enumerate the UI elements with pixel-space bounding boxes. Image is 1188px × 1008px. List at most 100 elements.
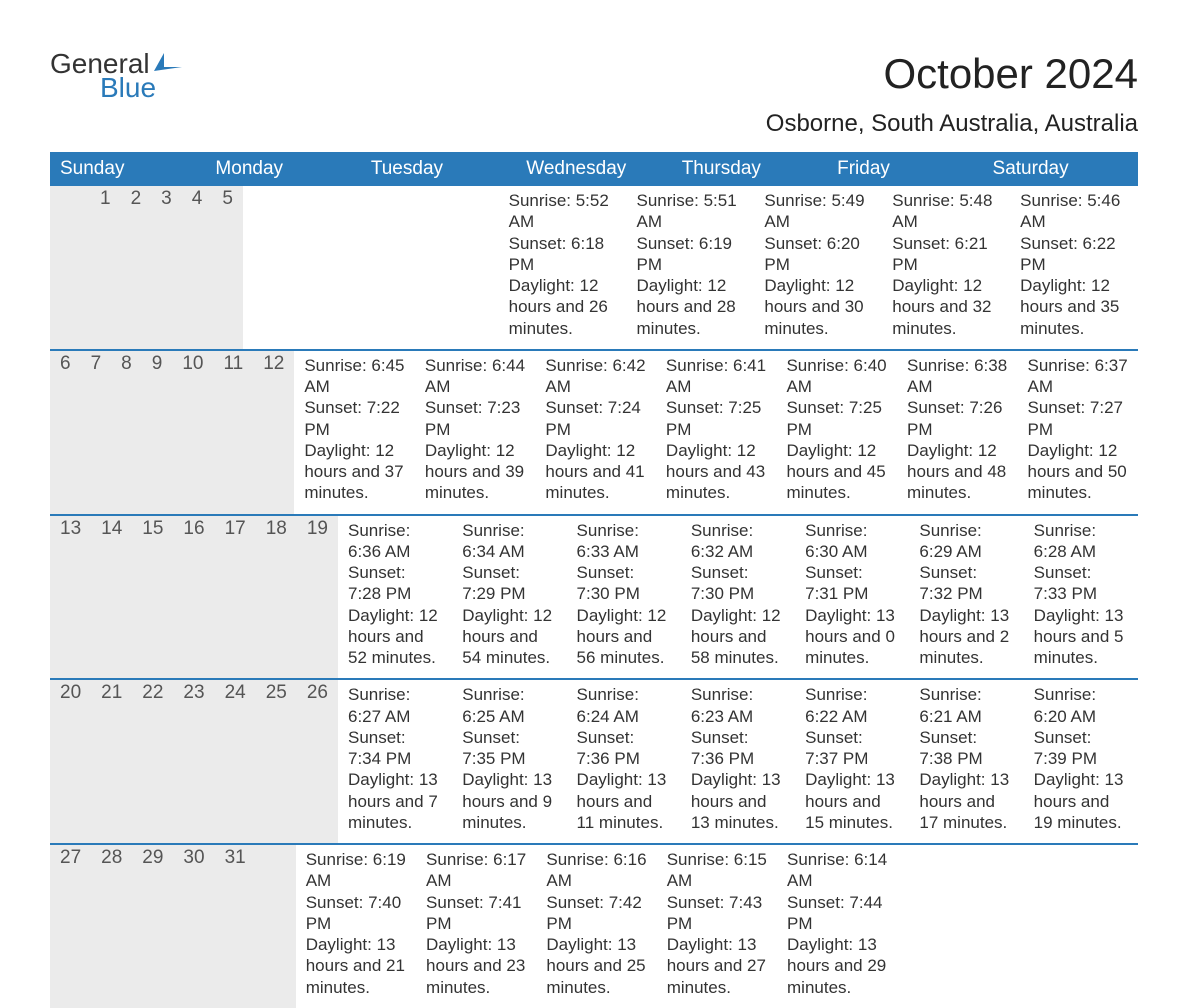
sunset-text: Sunset: 7:27 PM [1028, 397, 1129, 440]
day-cell: Sunrise: 6:24 AMSunset: 7:36 PMDaylight:… [567, 680, 681, 843]
day-number: 12 [253, 351, 294, 514]
sunrise-text: Sunrise: 6:19 AM [306, 849, 406, 892]
day-cell: Sunrise: 6:42 AMSunset: 7:24 PMDaylight:… [535, 351, 656, 514]
day-number: 1 [90, 186, 121, 349]
daylight-text: Daylight: 12 hours and 45 minutes. [786, 440, 887, 504]
header: General Blue October 2024 [50, 50, 1138, 102]
day-cell: Sunrise: 6:28 AMSunset: 7:33 PMDaylight:… [1024, 516, 1138, 679]
sunset-text: Sunset: 7:37 PM [805, 727, 899, 770]
daylight-text: Daylight: 13 hours and 11 minutes. [577, 769, 671, 833]
weekday-header: Saturday [983, 152, 1138, 186]
day-number: 30 [173, 845, 214, 1008]
weeks-container: 12345 Sunrise: 5:52 AMSunset: 6:18 PMDayl… [50, 186, 1138, 1008]
daylight-text: Daylight: 12 hours and 56 minutes. [577, 605, 671, 669]
day-number: 28 [91, 845, 132, 1008]
sunrise-text: Sunrise: 6:42 AM [545, 355, 646, 398]
sunrise-text: Sunrise: 5:48 AM [892, 190, 1000, 233]
day-number: 9 [142, 351, 173, 514]
daylight-text: Daylight: 12 hours and 54 minutes. [462, 605, 556, 669]
day-cell: Sunrise: 5:52 AMSunset: 6:18 PMDaylight:… [499, 186, 627, 349]
sunset-text: Sunset: 7:28 PM [348, 562, 442, 605]
day-number-row: 20212223242526 [50, 680, 338, 843]
day-number: 13 [50, 516, 91, 679]
day-cell: Sunrise: 6:19 AMSunset: 7:40 PMDaylight:… [296, 845, 416, 1008]
sunrise-text: Sunrise: 6:21 AM [919, 684, 1013, 727]
day-cell: Sunrise: 6:45 AMSunset: 7:22 PMDaylight:… [294, 351, 415, 514]
day-number: 18 [256, 516, 297, 679]
daylight-text: Daylight: 13 hours and 9 minutes. [462, 769, 556, 833]
sunset-text: Sunset: 7:35 PM [462, 727, 556, 770]
sunset-text: Sunset: 7:40 PM [306, 892, 406, 935]
day-cell: Sunrise: 6:37 AMSunset: 7:27 PMDaylight:… [1018, 351, 1139, 514]
day-cell: Sunrise: 5:51 AMSunset: 6:19 PMDaylight:… [627, 186, 755, 349]
daylight-text: Daylight: 13 hours and 29 minutes. [787, 934, 887, 998]
sunset-text: Sunset: 7:22 PM [304, 397, 405, 440]
day-number: 24 [215, 680, 256, 843]
day-number [50, 186, 70, 349]
daylight-text: Daylight: 12 hours and 26 minutes. [509, 275, 617, 339]
day-cell: Sunrise: 6:32 AMSunset: 7:30 PMDaylight:… [681, 516, 795, 679]
week-row: 12345 Sunrise: 5:52 AMSunset: 6:18 PMDayl… [50, 186, 1138, 349]
weekday-header: Monday [205, 152, 360, 186]
daylight-text: Daylight: 12 hours and 37 minutes. [304, 440, 405, 504]
sunset-text: Sunset: 7:23 PM [425, 397, 526, 440]
sunrise-text: Sunrise: 5:51 AM [637, 190, 745, 233]
calendar: Sunday Monday Tuesday Wednesday Thursday… [50, 152, 1138, 1008]
week-row: 13141516171819Sunrise: 6:36 AMSunset: 7:… [50, 514, 1138, 679]
daylight-text: Daylight: 13 hours and 17 minutes. [919, 769, 1013, 833]
daylight-text: Daylight: 13 hours and 7 minutes. [348, 769, 442, 833]
day-number: 7 [81, 351, 112, 514]
sunset-text: Sunset: 7:25 PM [786, 397, 887, 440]
sunset-text: Sunset: 7:38 PM [919, 727, 1013, 770]
day-number: 26 [297, 680, 338, 843]
sunset-text: Sunset: 6:19 PM [637, 233, 745, 276]
day-number: 15 [132, 516, 173, 679]
sunrise-text: Sunrise: 6:30 AM [805, 520, 899, 563]
day-cell [1018, 845, 1138, 1008]
day-cell: Sunrise: 6:14 AMSunset: 7:44 PMDaylight:… [777, 845, 897, 1008]
sunrise-text: Sunrise: 6:24 AM [577, 684, 671, 727]
daylight-text: Daylight: 12 hours and 39 minutes. [425, 440, 526, 504]
daylight-text: Daylight: 12 hours and 35 minutes. [1020, 275, 1128, 339]
day-cell [371, 186, 499, 349]
sunset-text: Sunset: 7:30 PM [691, 562, 785, 605]
day-number: 3 [151, 186, 182, 349]
day-number: 17 [215, 516, 256, 679]
sunset-text: Sunset: 7:34 PM [348, 727, 442, 770]
sunset-text: Sunset: 7:42 PM [546, 892, 646, 935]
sunset-text: Sunset: 7:26 PM [907, 397, 1008, 440]
sunrise-text: Sunrise: 6:14 AM [787, 849, 887, 892]
daylight-text: Daylight: 13 hours and 21 minutes. [306, 934, 406, 998]
day-cell: Sunrise: 6:33 AMSunset: 7:30 PMDaylight:… [567, 516, 681, 679]
day-number-row: 6789101112 [50, 351, 294, 514]
location-subtitle: Osborne, South Australia, Australia [50, 110, 1138, 138]
day-cell: Sunrise: 6:17 AMSunset: 7:41 PMDaylight:… [416, 845, 536, 1008]
day-number: 25 [256, 680, 297, 843]
daylight-text: Daylight: 13 hours and 13 minutes. [691, 769, 785, 833]
day-cell: Sunrise: 5:49 AMSunset: 6:20 PMDaylight:… [754, 186, 882, 349]
day-number: 2 [121, 186, 152, 349]
sunrise-text: Sunrise: 6:32 AM [691, 520, 785, 563]
day-body-row: Sunrise: 6:19 AMSunset: 7:40 PMDaylight:… [296, 845, 1138, 1008]
sunset-text: Sunset: 6:22 PM [1020, 233, 1128, 276]
day-number-row: 12345 [50, 186, 243, 349]
sunset-text: Sunset: 6:20 PM [764, 233, 872, 276]
day-number-row: 13141516171819 [50, 516, 338, 679]
day-cell: Sunrise: 6:34 AMSunset: 7:29 PMDaylight:… [452, 516, 566, 679]
day-cell: Sunrise: 6:15 AMSunset: 7:43 PMDaylight:… [657, 845, 777, 1008]
daylight-text: Daylight: 12 hours and 50 minutes. [1028, 440, 1129, 504]
week-row: 6789101112Sunrise: 6:45 AMSunset: 7:22 P… [50, 349, 1138, 514]
day-cell [897, 845, 1017, 1008]
sunrise-text: Sunrise: 5:52 AM [509, 190, 617, 233]
day-number: 19 [297, 516, 338, 679]
day-number: 6 [50, 351, 81, 514]
day-body-row: Sunrise: 5:52 AMSunset: 6:18 PMDaylight:… [243, 186, 1138, 349]
day-number-row: 2728293031 [50, 845, 296, 1008]
daylight-text: Daylight: 12 hours and 41 minutes. [545, 440, 646, 504]
sunrise-text: Sunrise: 6:38 AM [907, 355, 1008, 398]
sunrise-text: Sunrise: 6:17 AM [426, 849, 526, 892]
sunset-text: Sunset: 7:43 PM [667, 892, 767, 935]
day-number: 31 [215, 845, 256, 1008]
weekday-header: Sunday [50, 152, 205, 186]
day-cell: Sunrise: 6:29 AMSunset: 7:32 PMDaylight:… [909, 516, 1023, 679]
